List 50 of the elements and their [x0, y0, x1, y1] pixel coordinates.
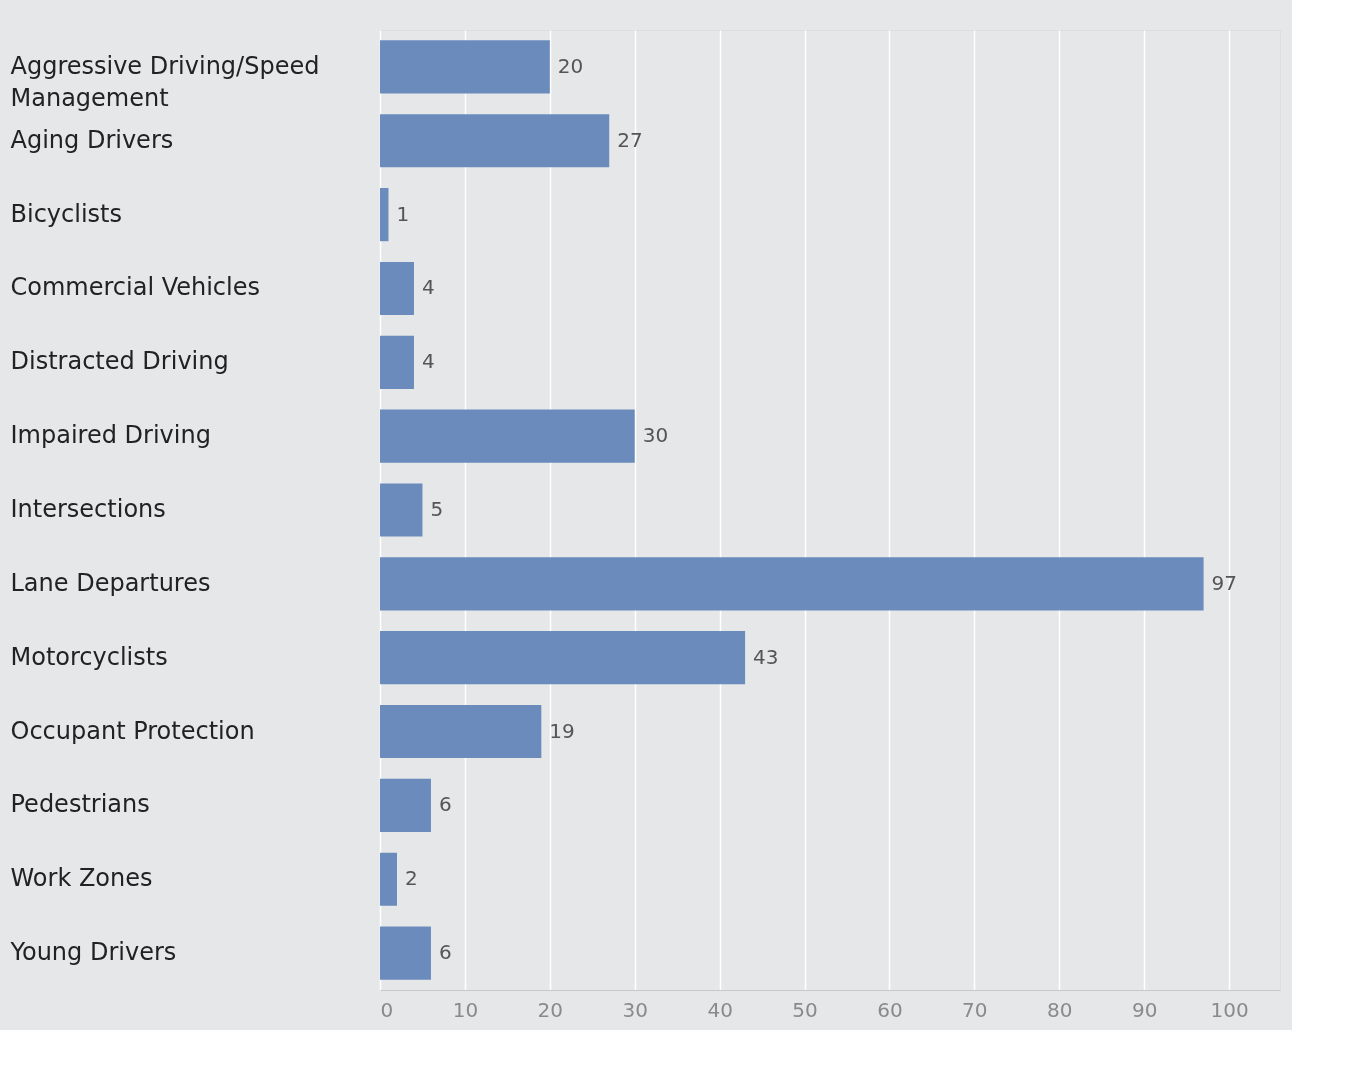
data-label: 4: [421, 349, 435, 374]
x-tick-label: 80: [1047, 997, 1073, 1022]
data-label: 1: [396, 201, 410, 226]
y-tick-label: Distracted Driving: [10, 347, 229, 376]
x-tick-label: 20: [537, 997, 564, 1022]
bar: [380, 335, 414, 389]
x-tick-label: 100: [1210, 997, 1249, 1022]
y-tick-label: Young Drivers: [9, 938, 177, 967]
y-tick-label: Commercial Vehicles: [10, 273, 261, 302]
bar: [380, 261, 414, 316]
y-tick-label: Impaired Driving: [10, 421, 211, 450]
y-tick-label: Bicyclists: [10, 199, 122, 228]
bar: [380, 557, 1204, 611]
bar: [380, 114, 610, 168]
bar: [380, 188, 389, 242]
y-tick-label: Motorcyclists: [10, 642, 168, 671]
bar: [380, 40, 550, 94]
x-tick-label: 0: [380, 997, 394, 1022]
x-tick-label: 40: [707, 997, 733, 1022]
y-tick-label: Work Zones: [10, 864, 153, 893]
x-tick-label: 90: [1131, 997, 1158, 1022]
data-label: 2: [404, 866, 418, 891]
bar: [380, 704, 542, 759]
x-tick-label: 70: [962, 997, 988, 1022]
data-label: 5: [430, 497, 444, 521]
data-label: 30: [642, 423, 669, 448]
data-label: 6: [438, 792, 452, 817]
y-tick-label: Aging Drivers: [10, 125, 174, 154]
x-tick-label: 30: [622, 997, 648, 1022]
bar: [380, 631, 746, 685]
data-label: 20: [557, 53, 584, 78]
x-tick-label: 50: [792, 997, 818, 1022]
y-tick-label: Aggressive Driving/Speed Management: [10, 51, 320, 112]
bar: [380, 409, 635, 463]
bar: [380, 852, 397, 906]
bar: [380, 926, 431, 980]
data-label: 19: [549, 718, 575, 743]
x-tick-label: 10: [452, 997, 479, 1022]
bar: [380, 778, 431, 832]
data-label: 27: [617, 127, 643, 152]
y-tick-label: Lane Departures: [10, 568, 211, 597]
y-tick-label: Intersections: [10, 495, 166, 523]
y-tick-label: Occupant Protection: [10, 716, 255, 745]
data-label: 97: [1211, 570, 1238, 595]
data-label: 6: [438, 940, 452, 965]
y-tick-label: Pedestrians: [10, 790, 150, 819]
x-tick-label: 60: [877, 997, 903, 1022]
data-label: 4: [421, 275, 435, 300]
bar: [380, 483, 423, 537]
data-label: 43: [753, 644, 779, 669]
